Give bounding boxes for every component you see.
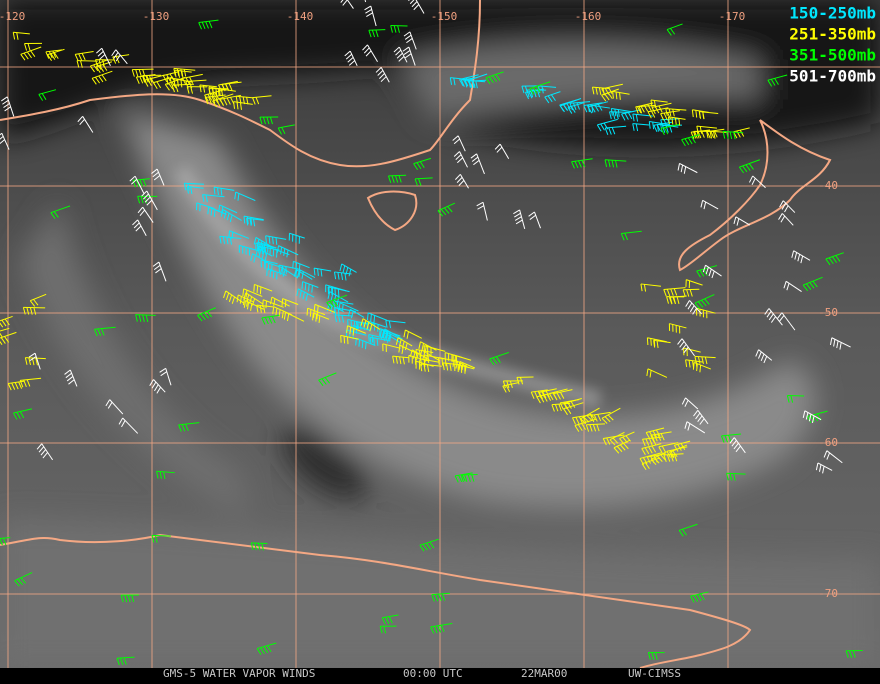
barb-tick [312,285,313,292]
barb-tick [445,359,446,366]
barb-tick [442,358,443,365]
barb-tick [439,358,440,365]
barb-tick [425,355,426,362]
barb-tick [307,308,308,315]
barb-tick [374,338,375,345]
legend-entry: 251-350mb [789,25,876,44]
barb-tick [310,309,311,316]
legend-entry: 150-250mb [789,4,876,23]
barb-shaft [251,543,267,544]
longitude-label: -170 [719,10,746,23]
legend-entry: 501-700mb [789,67,876,86]
footer-text: 22MAR00 [521,667,567,680]
barb-tick [305,283,306,290]
barb-tick [299,264,300,271]
longitude-label: -160 [575,10,602,23]
longitude-label: -130 [143,10,170,23]
barb-tick [296,263,297,270]
barb-shaft [152,535,171,536]
barb-tick [377,339,378,346]
barb-tick [362,341,363,348]
longitude-label: -120 [0,10,25,23]
longitude-label: -140 [287,10,314,23]
barb-tick [651,338,652,345]
latitude-label: -60 [818,436,838,449]
barb-shaft [369,30,385,31]
barb-tick [266,301,267,308]
latitude-label: -70 [818,587,838,600]
barb-tick [309,284,310,291]
latitude-label: -40 [818,179,838,192]
barb-tick [254,284,255,291]
footer-text: GMS-5 WATER VAPOR WINDS [163,667,315,680]
barb-tick [282,266,283,273]
barb-tick [293,261,294,268]
barb-tick [428,356,429,363]
barb-tick [359,339,360,346]
barb-tick [365,342,366,349]
barb-tick [317,312,318,319]
barb-tick [356,338,357,345]
legend-entry: 351-500mb [789,46,876,65]
barb-shaft [787,396,804,397]
footer-text: 00:00 UTC [403,667,463,680]
barb-tick [647,338,648,345]
barb-tick [260,287,261,294]
barb-tick [314,311,315,318]
footer-text: UW-CIMSS [628,667,681,680]
longitude-label: -150 [431,10,458,23]
barb-tick [257,286,258,293]
barb-shaft [610,112,630,113]
latitude-label: -50 [818,306,838,319]
barb-tick [302,282,303,289]
